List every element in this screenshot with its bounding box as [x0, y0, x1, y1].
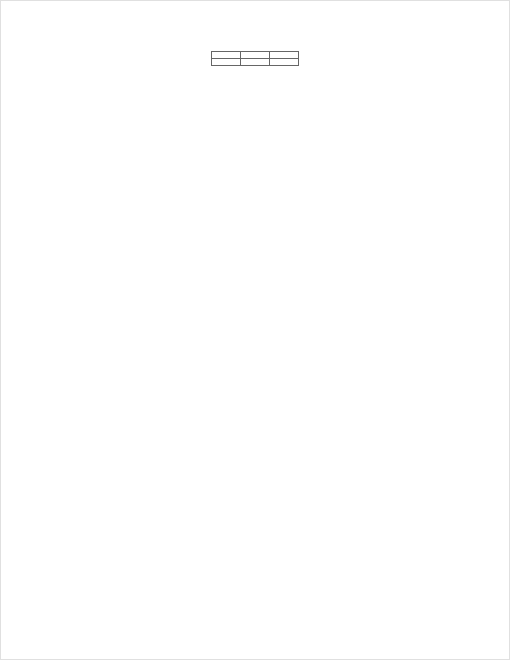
table-cell	[241, 59, 270, 66]
table-row	[212, 52, 299, 59]
table-cell	[270, 52, 299, 59]
lp-chart	[31, 81, 371, 361]
table-cell	[270, 59, 299, 66]
table-cell	[212, 59, 241, 66]
table-cell	[212, 52, 241, 59]
value-table	[211, 51, 299, 66]
table-row	[212, 59, 299, 66]
chart-container	[31, 81, 371, 364]
table-cell	[241, 52, 270, 59]
